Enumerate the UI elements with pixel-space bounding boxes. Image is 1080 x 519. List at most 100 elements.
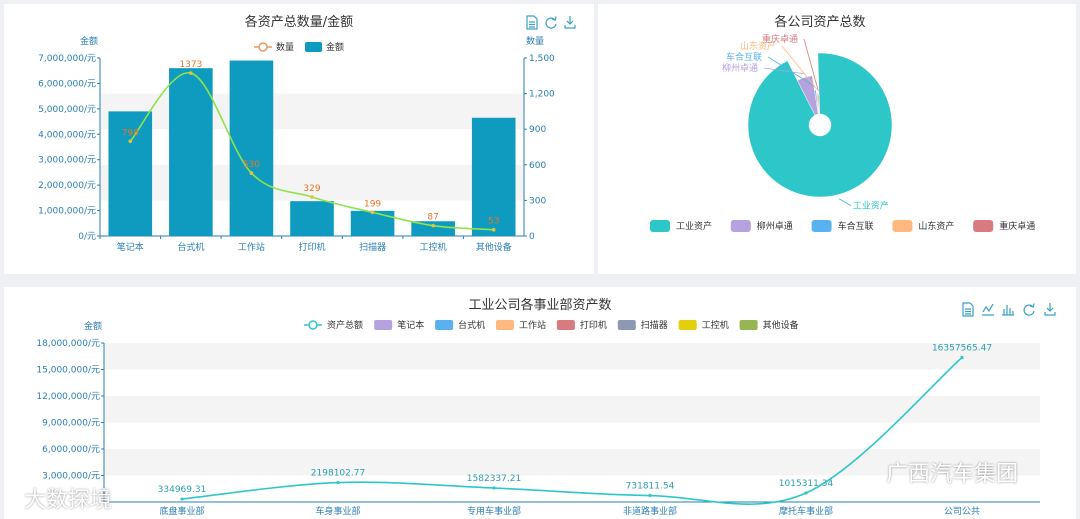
line-type-icon[interactable] — [982, 303, 994, 316]
company-assets-pie-chart: 各公司资产总数工业资产柳州卓通车合互联山东资产重庆卓通工业资产 柳州卓通 车合互联山… — [650, 14, 1035, 232]
quantity-data-label: 199 — [364, 199, 381, 209]
legend-label: 台式机 — [458, 319, 485, 331]
grid-band — [100, 164, 524, 201]
legend: 工业资产 柳州卓通 车合互联 山东资产 重庆卓通 — [650, 220, 1035, 232]
asset-quantity-amount-chart: 各资产总数量/金额 0/元 1,000,000/元 2,000,000/元 3,000,… — [38, 14, 576, 253]
y-tick-label: 2,000,000/元 — [38, 181, 96, 191]
x-tick-label: 底盘事业部 — [159, 505, 204, 517]
grid-band — [100, 93, 524, 130]
y-tick-label: 15,000,000/元 — [36, 366, 100, 376]
x-tick-label: 工控机 — [420, 241, 447, 253]
x-tick-label: 公司公共 — [944, 506, 980, 517]
legend-label: 柳州卓通 — [757, 220, 793, 232]
legend-label: 笔记本 — [397, 319, 424, 331]
total-assets-data-label: 1015311.34 — [779, 479, 834, 489]
division-assets-line-chart: 工业公司各事业部资产数 3,000,000/元 6,000,000/元 9,000,0… — [36, 297, 1056, 517]
pie-slice — [816, 92, 820, 115]
pie-label: 柳州卓通 — [722, 62, 758, 74]
y-tick-label: 3,000,000/元 — [38, 156, 96, 166]
quantity-data-label: 530 — [243, 160, 260, 170]
refresh-icon[interactable] — [1023, 303, 1035, 316]
quantity-data-label: 1373 — [179, 60, 202, 70]
legend-swatch — [496, 320, 514, 330]
legend-label: 金额 — [326, 41, 344, 53]
bar-type-icon[interactable] — [1002, 305, 1014, 316]
pie-label-line — [763, 67, 804, 75]
legend-swatch — [435, 320, 454, 330]
pie-label-line — [803, 38, 819, 92]
pie-label-line — [781, 45, 818, 90]
chart-title: 各公司资产总数 — [774, 14, 865, 30]
company-assets-panel: 各公司资产总数 工业资产 柳州卓通 车合互联 山东资产 重庆卓通 工业资产 柳州卓通 车合互联山… — [598, 4, 1076, 274]
bar — [169, 68, 213, 237]
total-assets-line — [181, 356, 963, 505]
quantity-point — [310, 195, 314, 199]
quantity-point — [249, 171, 254, 175]
grid-band — [104, 449, 1040, 476]
quantity-point — [491, 227, 496, 232]
quantity-point — [128, 139, 133, 144]
save-image-icon[interactable] — [1044, 303, 1056, 316]
y-tick-label: 1,000,000/元 — [38, 207, 96, 217]
legend-label: 山东资产 — [918, 220, 954, 232]
legend-swatch — [650, 220, 670, 232]
quantity-line — [129, 72, 494, 231]
legend: 数量 金额 — [254, 41, 344, 53]
y-tick-label: 3,000,000/元 — [42, 472, 100, 482]
bar — [471, 117, 516, 236]
x-tick-label: 摩托车事业部 — [779, 505, 833, 517]
x-tick-label: 打印机 — [298, 241, 325, 253]
y-tick-label: 7,000,000/元 — [38, 54, 96, 64]
total-assets-data-label: 334969.31 — [158, 485, 207, 495]
total-assets-data-label: 731811.54 — [626, 482, 675, 492]
data-view-icon[interactable] — [962, 302, 974, 317]
total-assets-data-label: 1582337.21 — [467, 474, 521, 484]
legend-swatch — [556, 320, 575, 330]
pie-slice — [747, 52, 893, 198]
watermark-right: 广西汽车集团 — [886, 462, 1019, 487]
legend-label: 打印机 — [580, 319, 607, 331]
grid-band — [104, 396, 1040, 423]
data-view-icon[interactable] — [526, 15, 538, 30]
legend-label: 扫描器 — [641, 319, 668, 331]
y-tick-label: 9,000,000/元 — [42, 419, 100, 429]
x-tick-label: 笔记本 — [117, 241, 144, 253]
x-tick-label: 非道路事业部 — [623, 505, 677, 517]
legend-swatch — [811, 220, 832, 232]
quantity-data-label: 87 — [427, 213, 438, 223]
legend-label: 重庆卓通 — [999, 220, 1035, 232]
y-tick-label: 0/元 — [78, 232, 96, 242]
legend-swatch — [617, 320, 636, 330]
total-assets-point — [804, 491, 808, 495]
y-tick-label: 4,000,000/元 — [38, 130, 96, 140]
asset-quantity-amount-panel: 各资产总数量/金额 0/元 1,000,000/元 2,000,000/元 3,000,… — [4, 4, 594, 274]
legend-swatch — [678, 320, 697, 330]
y-right-tick-label: 1,500 — [529, 54, 555, 64]
pie-label: 工业资产 — [853, 200, 889, 212]
bar — [350, 210, 395, 236]
legend-swatch — [730, 220, 751, 232]
pie-label-line — [767, 56, 816, 87]
legend-label: 资产总额 — [327, 319, 363, 331]
y-axis-label: 金额 — [80, 35, 98, 47]
legend-label: 工作站 — [519, 319, 546, 331]
quantity-data-label: 53 — [488, 217, 499, 227]
y-tick-label: 6,000,000/元 — [42, 445, 100, 455]
save-image-icon[interactable] — [564, 16, 576, 29]
legend-label: 数量 — [276, 41, 294, 53]
y-right-tick-label: 0 — [529, 232, 535, 242]
legend-point-swatch — [258, 42, 268, 52]
y-right-tick-label: 300 — [529, 196, 546, 206]
legend-label: 工业资产 — [676, 220, 712, 232]
x-tick-label: 工作站 — [238, 241, 265, 253]
legend-label: 工控机 — [702, 319, 729, 331]
refresh-icon[interactable] — [545, 16, 557, 29]
y-right-tick-label: 900 — [529, 125, 546, 135]
chart-title: 工业公司各事业部资产数 — [468, 297, 611, 313]
pie-label-line — [838, 198, 852, 206]
bar — [290, 201, 334, 236]
legend-swatch — [739, 320, 758, 330]
quantity-data-label: 329 — [303, 184, 320, 194]
bar — [411, 221, 455, 236]
total-assets-point — [336, 480, 340, 485]
